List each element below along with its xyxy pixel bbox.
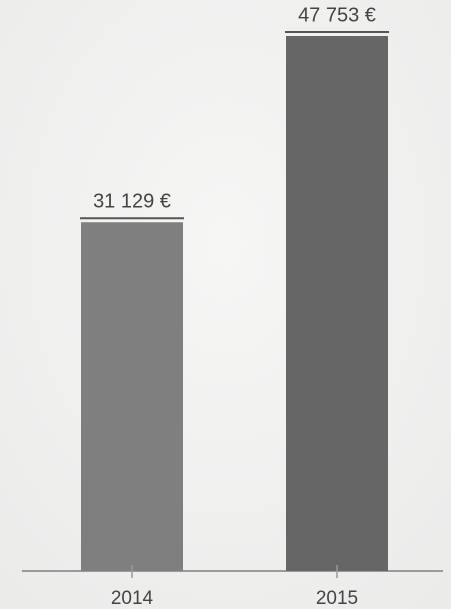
bar bbox=[286, 36, 388, 571]
value-label: 31 129 € bbox=[93, 191, 171, 213]
value-label: 47 753 € bbox=[298, 4, 376, 26]
bar bbox=[81, 222, 183, 571]
x-tick-label: 2014 bbox=[111, 588, 154, 609]
x-tick-label: 2015 bbox=[316, 588, 358, 609]
